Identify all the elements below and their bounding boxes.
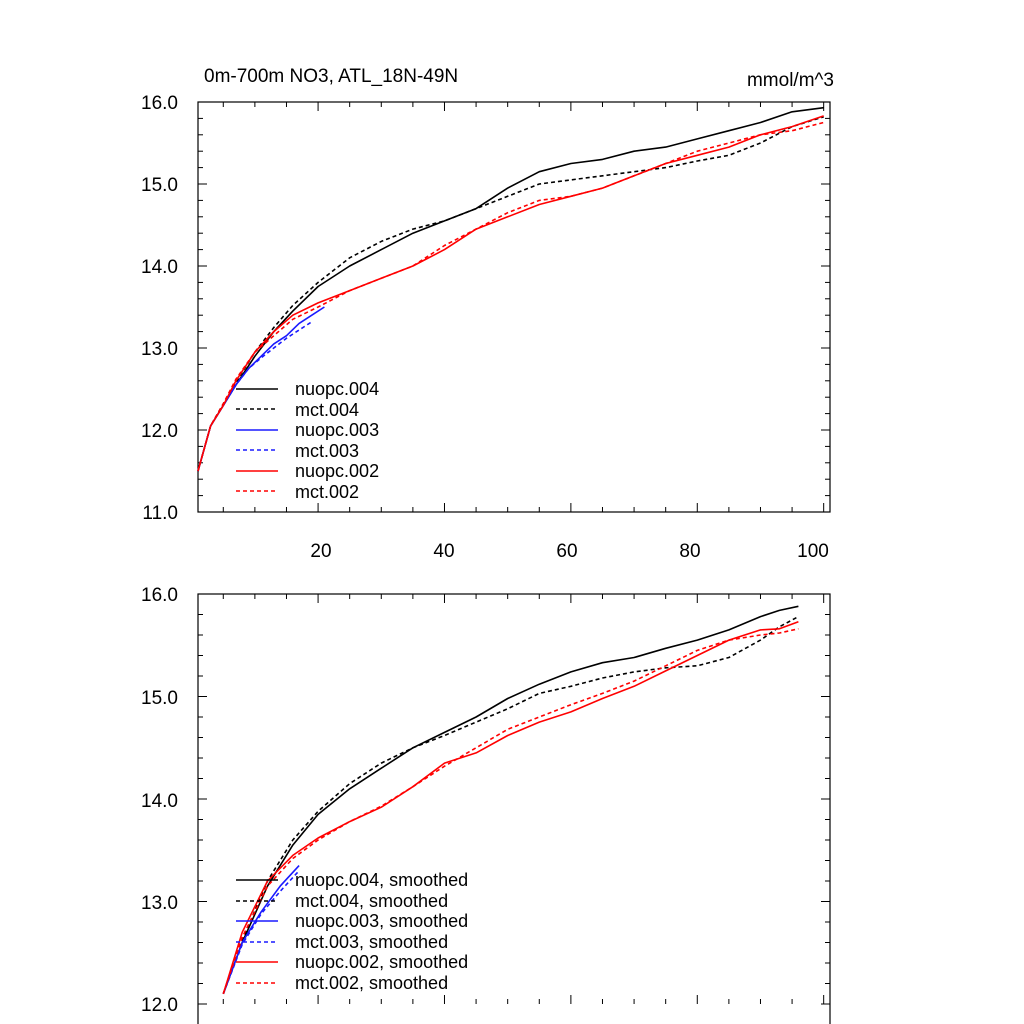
top-xtick-label-100: 100	[797, 541, 829, 562]
bottom-series-line-nuopc-004-smoothed	[222, 605, 799, 995]
bottom-ytick-label-16: 16.0	[141, 585, 178, 606]
top-series-lines	[197, 106, 824, 472]
bottom-ytick-label-14: 14.0	[141, 791, 178, 812]
chart-title: 0m-700m NO3, ATL_18N-49N	[204, 66, 458, 87]
top-series-line-nuopc-004	[197, 106, 824, 472]
top-axis-ticks	[198, 101, 830, 513]
top-xtick-label-20: 20	[310, 541, 331, 562]
legend-label-mct-003: mct.003	[295, 441, 359, 461]
top-ytick-label-12: 12.0	[141, 421, 178, 442]
legend-label-mct-002-smoothed: mct.002, smoothed	[295, 973, 448, 993]
legend-label-mct-003-smoothed: mct.003, smoothed	[295, 932, 448, 952]
legend-label-mct-004-smoothed: mct.004, smoothed	[295, 891, 448, 911]
bottom-series-line-mct-003-smoothed	[222, 870, 300, 995]
top-ytick-label-13: 13.0	[141, 339, 178, 360]
bottom-ytick-label-15: 15.0	[141, 688, 178, 709]
top-xtick-label-80: 80	[679, 541, 700, 562]
legend-label-mct-002: mct.002	[295, 482, 359, 502]
bottom-ytick-label-13: 13.0	[141, 893, 178, 914]
legend-label-nuopc-002: nuopc.002	[295, 461, 379, 481]
bottom-series-line-mct-004-smoothed	[222, 615, 799, 995]
top-series-line-mct-002	[197, 121, 824, 472]
top-xtick-label-60: 60	[556, 541, 577, 562]
bottom-series-line-mct-002-smoothed	[222, 628, 799, 995]
top-xtick-label-40: 40	[433, 541, 454, 562]
top-series-line-nuopc-002	[197, 115, 824, 472]
top-ytick-label-11: 11.0	[142, 503, 178, 524]
bottom-series-line-nuopc-002-smoothed	[222, 620, 799, 995]
bottom-series-lines	[222, 605, 799, 995]
legend-label-nuopc-003-smoothed: nuopc.003, smoothed	[295, 911, 468, 931]
bottom-axis-ticks	[198, 593, 830, 1005]
top-ytick-label-14: 14.0	[141, 257, 178, 278]
legend-label-nuopc-004-smoothed: nuopc.004, smoothed	[295, 870, 468, 890]
top-plot-frame	[197, 101, 831, 513]
legend-label-mct-004: mct.004	[295, 400, 359, 420]
top-series-line-mct-004	[197, 116, 824, 472]
top-ytick-label-16: 16.0	[141, 93, 178, 114]
bottom-plot-frame	[197, 593, 831, 1024]
top-legend: nuopc.004 mct.004 nuopc.003 mct.003 nuop…	[236, 379, 379, 502]
legend-label-nuopc-004: nuopc.004	[295, 379, 379, 399]
legend-label-nuopc-002-smoothed: nuopc.002, smoothed	[295, 952, 468, 972]
chart-units-label: mmol/m^3	[747, 70, 834, 91]
top-ytick-label-15: 15.0	[141, 175, 178, 196]
bottom-legend: nuopc.004, smoothed mct.004, smoothed nu…	[236, 870, 468, 993]
bottom-series-line-nuopc-003-smoothed	[222, 865, 300, 995]
legend-label-nuopc-003: nuopc.003	[295, 420, 379, 440]
bottom-ytick-label-12: 12.0	[141, 995, 178, 1016]
